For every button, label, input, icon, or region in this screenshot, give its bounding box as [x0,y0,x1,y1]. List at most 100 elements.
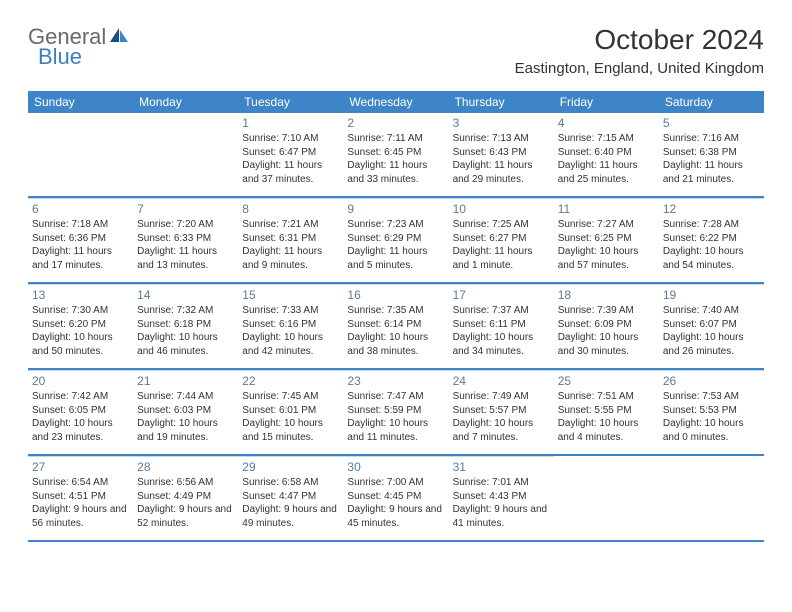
day-sunset: Sunset: 6:29 PM [347,232,444,246]
day-number: 30 [347,460,444,474]
day-daylight: Daylight: 11 hours and 9 minutes. [242,245,339,272]
day-daylight: Daylight: 10 hours and 4 minutes. [558,417,655,444]
day-daylight: Daylight: 10 hours and 46 minutes. [137,331,234,358]
day-number: 18 [558,288,655,302]
day-number: 28 [137,460,234,474]
day-sunset: Sunset: 5:59 PM [347,404,444,418]
day-sunrise: Sunrise: 7:30 AM [32,304,129,318]
day-number: 25 [558,374,655,388]
day-cell: 6Sunrise: 7:18 AMSunset: 6:36 PMDaylight… [28,198,133,282]
day-daylight: Daylight: 10 hours and 23 minutes. [32,417,129,444]
day-number: 27 [32,460,129,474]
day-sunset: Sunset: 6:38 PM [663,146,760,160]
day-daylight: Daylight: 10 hours and 54 minutes. [663,245,760,272]
day-sunset: Sunset: 6:14 PM [347,318,444,332]
day-cell: 21Sunrise: 7:44 AMSunset: 6:03 PMDayligh… [133,370,238,454]
day-number: 31 [453,460,550,474]
day-sunrise: Sunrise: 7:44 AM [137,390,234,404]
day-cell: 31Sunrise: 7:01 AMSunset: 4:43 PMDayligh… [449,456,554,540]
day-number: 21 [137,374,234,388]
day-cell: 18Sunrise: 7:39 AMSunset: 6:09 PMDayligh… [554,284,659,368]
day-daylight: Daylight: 10 hours and 42 minutes. [242,331,339,358]
day-sunrise: Sunrise: 6:58 AM [242,476,339,490]
day-cell [133,113,238,196]
day-sunrise: Sunrise: 7:49 AM [453,390,550,404]
day-sunset: Sunset: 6:43 PM [453,146,550,160]
day-sunrise: Sunrise: 7:28 AM [663,218,760,232]
day-header: Wednesday [343,91,448,113]
day-daylight: Daylight: 9 hours and 49 minutes. [242,503,339,530]
day-number: 10 [453,202,550,216]
day-sunrise: Sunrise: 7:23 AM [347,218,444,232]
day-cell: 30Sunrise: 7:00 AMSunset: 4:45 PMDayligh… [343,456,448,540]
day-number: 9 [347,202,444,216]
day-cell: 28Sunrise: 6:56 AMSunset: 4:49 PMDayligh… [133,456,238,540]
day-cell: 3Sunrise: 7:13 AMSunset: 6:43 PMDaylight… [449,113,554,196]
day-number: 11 [558,202,655,216]
week-row: 20Sunrise: 7:42 AMSunset: 6:05 PMDayligh… [28,370,764,456]
day-sunrise: Sunrise: 7:11 AM [347,132,444,146]
day-sunset: Sunset: 6:47 PM [242,146,339,160]
day-cell: 9Sunrise: 7:23 AMSunset: 6:29 PMDaylight… [343,198,448,282]
day-sunset: Sunset: 6:31 PM [242,232,339,246]
day-sunrise: Sunrise: 6:56 AM [137,476,234,490]
title-block: October 2024 Eastington, England, United… [515,24,764,77]
day-sunset: Sunset: 6:36 PM [32,232,129,246]
day-cell: 1Sunrise: 7:10 AMSunset: 6:47 PMDaylight… [238,113,343,196]
day-daylight: Daylight: 11 hours and 37 minutes. [242,159,339,186]
week-row: 1Sunrise: 7:10 AMSunset: 6:47 PMDaylight… [28,113,764,198]
weeks-container: 1Sunrise: 7:10 AMSunset: 6:47 PMDaylight… [28,113,764,542]
day-sunrise: Sunrise: 7:13 AM [453,132,550,146]
day-daylight: Daylight: 10 hours and 11 minutes. [347,417,444,444]
day-cell: 10Sunrise: 7:25 AMSunset: 6:27 PMDayligh… [449,198,554,282]
day-sunset: Sunset: 6:40 PM [558,146,655,160]
day-header: Thursday [449,91,554,113]
day-cell: 2Sunrise: 7:11 AMSunset: 6:45 PMDaylight… [343,113,448,196]
day-number: 2 [347,116,444,130]
day-sunrise: Sunrise: 7:42 AM [32,390,129,404]
day-cell: 4Sunrise: 7:15 AMSunset: 6:40 PMDaylight… [554,113,659,196]
day-header: Tuesday [238,91,343,113]
day-daylight: Daylight: 10 hours and 50 minutes. [32,331,129,358]
day-daylight: Daylight: 10 hours and 38 minutes. [347,331,444,358]
day-number: 5 [663,116,760,130]
day-sunset: Sunset: 4:45 PM [347,490,444,504]
day-sunrise: Sunrise: 7:33 AM [242,304,339,318]
day-cell: 20Sunrise: 7:42 AMSunset: 6:05 PMDayligh… [28,370,133,454]
day-cell: 19Sunrise: 7:40 AMSunset: 6:07 PMDayligh… [659,284,764,368]
day-sunset: Sunset: 5:53 PM [663,404,760,418]
day-cell: 22Sunrise: 7:45 AMSunset: 6:01 PMDayligh… [238,370,343,454]
day-sunrise: Sunrise: 7:20 AM [137,218,234,232]
day-header: Monday [133,91,238,113]
day-sunset: Sunset: 6:16 PM [242,318,339,332]
page-header: General Blue October 2024 Eastington, En… [28,24,764,77]
day-daylight: Daylight: 10 hours and 19 minutes. [137,417,234,444]
day-number: 17 [453,288,550,302]
day-number: 12 [663,202,760,216]
day-cell: 7Sunrise: 7:20 AMSunset: 6:33 PMDaylight… [133,198,238,282]
day-number: 22 [242,374,339,388]
day-sunset: Sunset: 6:27 PM [453,232,550,246]
day-number: 13 [32,288,129,302]
logo-sail-icon [108,27,130,48]
day-sunrise: Sunrise: 7:35 AM [347,304,444,318]
day-cell: 24Sunrise: 7:49 AMSunset: 5:57 PMDayligh… [449,370,554,454]
day-cell: 15Sunrise: 7:33 AMSunset: 6:16 PMDayligh… [238,284,343,368]
week-row: 6Sunrise: 7:18 AMSunset: 6:36 PMDaylight… [28,198,764,284]
day-number: 3 [453,116,550,130]
day-daylight: Daylight: 10 hours and 15 minutes. [242,417,339,444]
day-daylight: Daylight: 11 hours and 1 minute. [453,245,550,272]
calendar: Sunday Monday Tuesday Wednesday Thursday… [28,91,764,542]
day-sunrise: Sunrise: 7:21 AM [242,218,339,232]
day-daylight: Daylight: 9 hours and 45 minutes. [347,503,444,530]
day-cell: 17Sunrise: 7:37 AMSunset: 6:11 PMDayligh… [449,284,554,368]
day-number: 8 [242,202,339,216]
day-sunset: Sunset: 6:33 PM [137,232,234,246]
day-sunset: Sunset: 6:25 PM [558,232,655,246]
day-cell: 11Sunrise: 7:27 AMSunset: 6:25 PMDayligh… [554,198,659,282]
day-sunset: Sunset: 5:57 PM [453,404,550,418]
day-cell: 25Sunrise: 7:51 AMSunset: 5:55 PMDayligh… [554,370,659,454]
location-text: Eastington, England, United Kingdom [515,60,764,77]
day-sunrise: Sunrise: 7:10 AM [242,132,339,146]
day-number: 7 [137,202,234,216]
